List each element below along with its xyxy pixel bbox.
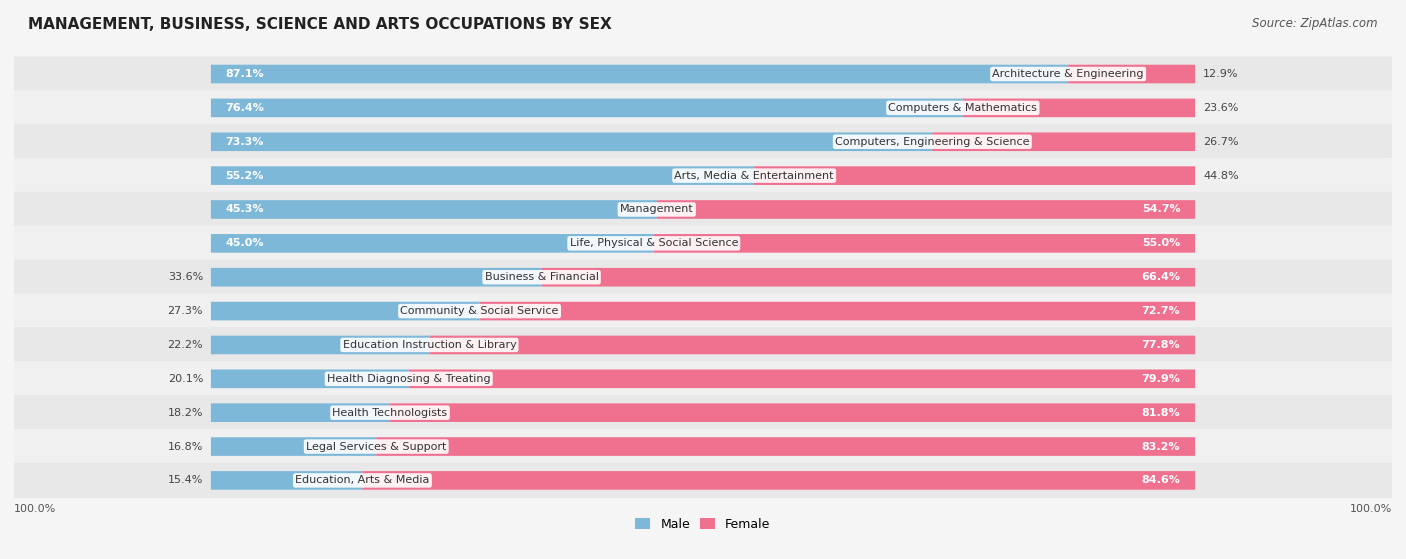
FancyBboxPatch shape	[211, 200, 657, 219]
Text: Computers & Mathematics: Computers & Mathematics	[889, 103, 1038, 113]
FancyBboxPatch shape	[211, 437, 377, 456]
Text: 81.8%: 81.8%	[1142, 408, 1181, 418]
Text: Legal Services & Support: Legal Services & Support	[307, 442, 447, 452]
FancyBboxPatch shape	[377, 437, 1195, 456]
FancyBboxPatch shape	[429, 335, 1195, 354]
FancyBboxPatch shape	[14, 259, 1392, 295]
Legend: Male, Female: Male, Female	[630, 513, 776, 536]
FancyBboxPatch shape	[14, 429, 1392, 464]
FancyBboxPatch shape	[479, 302, 1195, 320]
Text: 23.6%: 23.6%	[1204, 103, 1239, 113]
FancyBboxPatch shape	[14, 226, 1392, 261]
FancyBboxPatch shape	[14, 328, 1392, 363]
FancyBboxPatch shape	[14, 124, 1392, 159]
Text: 27.3%: 27.3%	[167, 306, 202, 316]
FancyBboxPatch shape	[14, 361, 1392, 396]
Text: 22.2%: 22.2%	[167, 340, 202, 350]
FancyBboxPatch shape	[14, 158, 1392, 193]
Text: 84.6%: 84.6%	[1142, 475, 1181, 485]
Text: 20.1%: 20.1%	[167, 374, 202, 384]
FancyBboxPatch shape	[14, 395, 1392, 430]
FancyBboxPatch shape	[211, 302, 479, 320]
Text: 76.4%: 76.4%	[225, 103, 264, 113]
Text: 55.2%: 55.2%	[225, 170, 264, 181]
FancyBboxPatch shape	[211, 369, 409, 388]
Text: 45.0%: 45.0%	[225, 238, 264, 248]
Text: 15.4%: 15.4%	[167, 475, 202, 485]
FancyBboxPatch shape	[211, 404, 389, 422]
Text: 83.2%: 83.2%	[1142, 442, 1181, 452]
FancyBboxPatch shape	[541, 268, 1195, 287]
FancyBboxPatch shape	[363, 471, 1195, 490]
Text: 16.8%: 16.8%	[167, 442, 202, 452]
FancyBboxPatch shape	[211, 268, 541, 287]
Text: Community & Social Service: Community & Social Service	[401, 306, 558, 316]
Text: 44.8%: 44.8%	[1204, 170, 1239, 181]
Text: Architecture & Engineering: Architecture & Engineering	[993, 69, 1144, 79]
FancyBboxPatch shape	[657, 200, 1195, 219]
Text: Source: ZipAtlas.com: Source: ZipAtlas.com	[1253, 17, 1378, 30]
FancyBboxPatch shape	[211, 335, 429, 354]
Text: 26.7%: 26.7%	[1204, 137, 1239, 147]
FancyBboxPatch shape	[963, 98, 1195, 117]
FancyBboxPatch shape	[14, 463, 1392, 498]
Text: Health Technologists: Health Technologists	[332, 408, 447, 418]
Text: Life, Physical & Social Science: Life, Physical & Social Science	[569, 238, 738, 248]
Text: Arts, Media & Entertainment: Arts, Media & Entertainment	[675, 170, 834, 181]
Text: 18.2%: 18.2%	[167, 408, 202, 418]
FancyBboxPatch shape	[932, 132, 1195, 151]
Text: Management: Management	[620, 205, 693, 215]
Text: 73.3%: 73.3%	[225, 137, 264, 147]
FancyBboxPatch shape	[211, 65, 1069, 83]
Text: 79.9%: 79.9%	[1142, 374, 1181, 384]
Text: 45.3%: 45.3%	[225, 205, 264, 215]
Text: Business & Financial: Business & Financial	[485, 272, 599, 282]
FancyBboxPatch shape	[14, 293, 1392, 329]
FancyBboxPatch shape	[389, 404, 1195, 422]
FancyBboxPatch shape	[754, 166, 1195, 185]
FancyBboxPatch shape	[211, 166, 754, 185]
Text: 55.0%: 55.0%	[1142, 238, 1181, 248]
FancyBboxPatch shape	[211, 234, 654, 253]
Text: 54.7%: 54.7%	[1142, 205, 1181, 215]
FancyBboxPatch shape	[14, 192, 1392, 227]
FancyBboxPatch shape	[211, 471, 363, 490]
Text: MANAGEMENT, BUSINESS, SCIENCE AND ARTS OCCUPATIONS BY SEX: MANAGEMENT, BUSINESS, SCIENCE AND ARTS O…	[28, 17, 612, 32]
Text: Education Instruction & Library: Education Instruction & Library	[343, 340, 516, 350]
FancyBboxPatch shape	[409, 369, 1195, 388]
Text: Health Diagnosing & Treating: Health Diagnosing & Treating	[328, 374, 491, 384]
Text: 77.8%: 77.8%	[1142, 340, 1181, 350]
Text: 87.1%: 87.1%	[225, 69, 264, 79]
FancyBboxPatch shape	[1069, 65, 1195, 83]
Text: 100.0%: 100.0%	[14, 504, 56, 514]
FancyBboxPatch shape	[14, 90, 1392, 125]
FancyBboxPatch shape	[654, 234, 1195, 253]
Text: Education, Arts & Media: Education, Arts & Media	[295, 475, 430, 485]
Text: 33.6%: 33.6%	[167, 272, 202, 282]
Text: 12.9%: 12.9%	[1204, 69, 1239, 79]
Text: Computers, Engineering & Science: Computers, Engineering & Science	[835, 137, 1029, 147]
FancyBboxPatch shape	[14, 56, 1392, 92]
Text: 72.7%: 72.7%	[1142, 306, 1181, 316]
Text: 100.0%: 100.0%	[1350, 504, 1392, 514]
FancyBboxPatch shape	[211, 98, 963, 117]
FancyBboxPatch shape	[211, 132, 932, 151]
Text: 66.4%: 66.4%	[1142, 272, 1181, 282]
